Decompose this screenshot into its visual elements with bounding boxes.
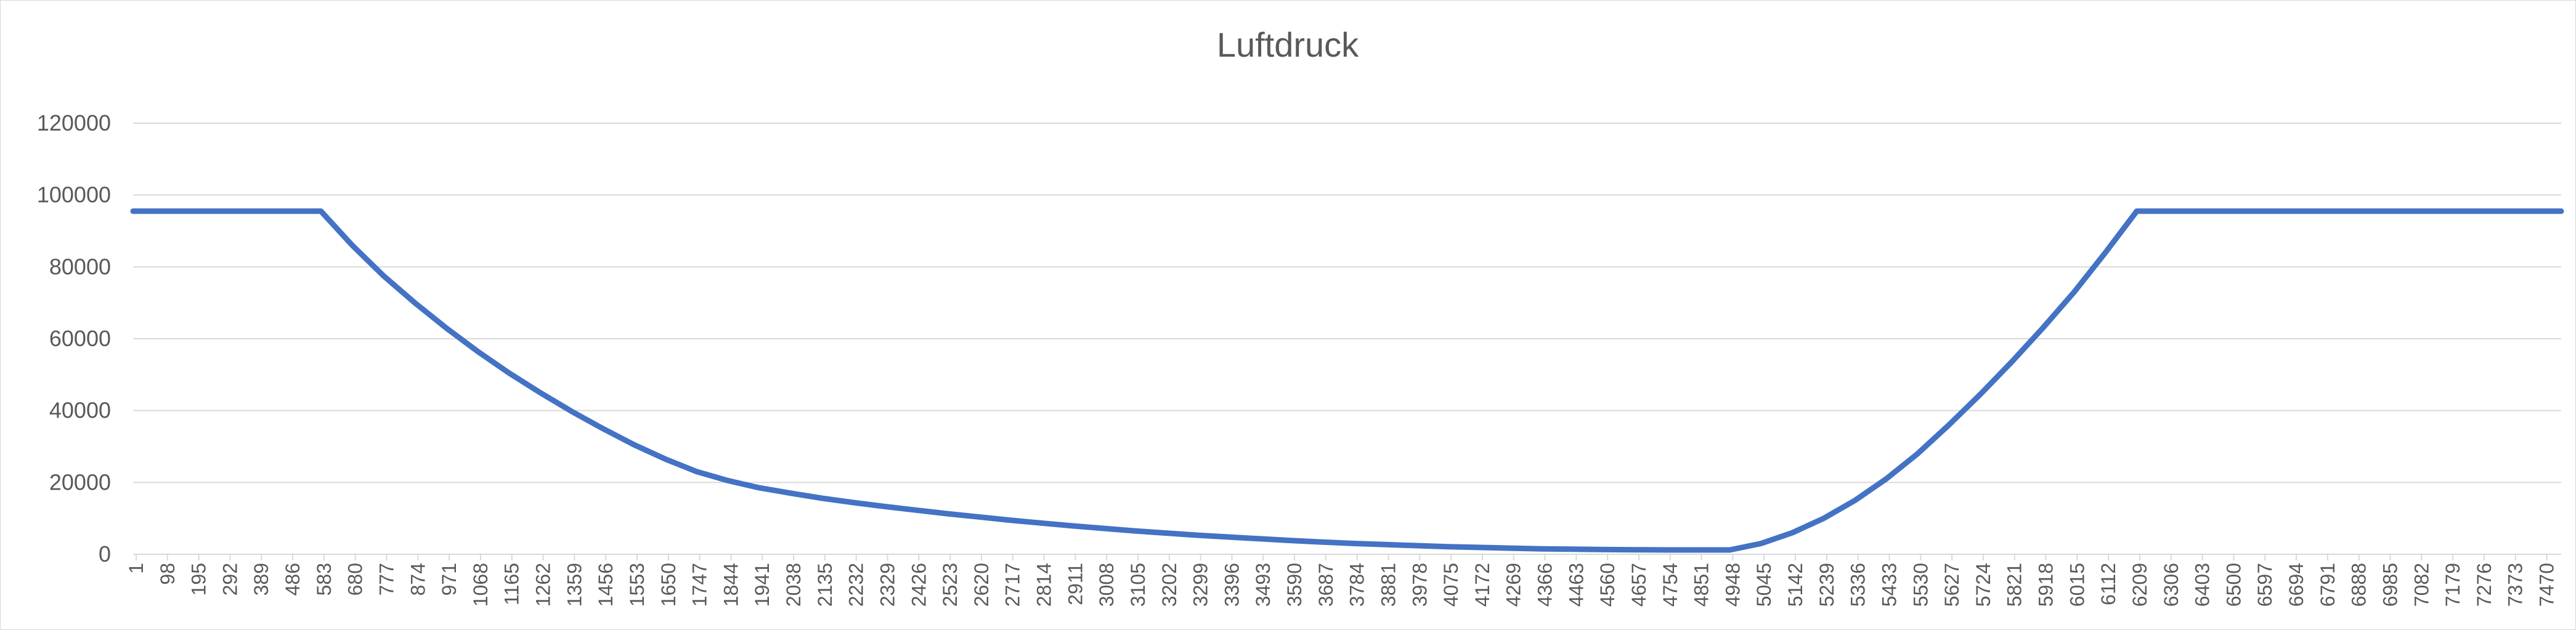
x-tick-label: 3202 bbox=[1158, 563, 1180, 607]
y-tick-label: 0 bbox=[99, 541, 111, 567]
x-tick-label: 5336 bbox=[1847, 563, 1869, 607]
x-tick-label: 4366 bbox=[1534, 563, 1556, 607]
x-tick-label: 389 bbox=[250, 563, 272, 596]
x-tick-label: 5530 bbox=[1909, 563, 1932, 607]
y-tick-label: 100000 bbox=[37, 182, 111, 208]
x-tick-label: 3008 bbox=[1095, 563, 1118, 607]
series-line-0 bbox=[130, 208, 2564, 553]
x-tick-label: 4657 bbox=[1628, 563, 1650, 607]
x-tick-label: 2814 bbox=[1033, 563, 1055, 607]
x-tick-label: 5724 bbox=[1972, 563, 1994, 607]
x-tick-label: 98 bbox=[156, 563, 179, 585]
x-tick-label: 4172 bbox=[1471, 563, 1493, 607]
x-tick-label: 7276 bbox=[2473, 563, 2495, 607]
x-tick-label: 3978 bbox=[1408, 563, 1431, 607]
y-tick-label: 120000 bbox=[37, 110, 111, 135]
x-tick-label: 3881 bbox=[1377, 563, 1399, 607]
x-tick-label: 2038 bbox=[782, 563, 805, 607]
x-tick-label: 777 bbox=[375, 563, 397, 596]
x-tick-label: 1941 bbox=[751, 563, 773, 607]
x-tick-label: 6015 bbox=[2066, 563, 2088, 607]
x-tick-label: 6694 bbox=[2285, 563, 2307, 607]
x-tick-label: 2911 bbox=[1064, 563, 1086, 605]
x-tick-label: 7179 bbox=[2442, 563, 2464, 607]
x-tick-label: 3396 bbox=[1221, 563, 1243, 607]
x-tick-label: 2426 bbox=[908, 563, 930, 607]
x-tick-label: 680 bbox=[344, 563, 367, 596]
x-tick-label: 2329 bbox=[876, 563, 898, 607]
y-axis: 0 20000 40000 60000 80000 100000 120000 bbox=[37, 110, 111, 567]
x-tick-label: 6403 bbox=[2192, 563, 2214, 607]
x-tick-label: 5918 bbox=[2035, 563, 2057, 607]
x-tick-label: 3590 bbox=[1283, 563, 1306, 607]
gridlines bbox=[133, 123, 2561, 483]
x-tick-label: 6112 bbox=[2097, 563, 2119, 605]
x-tick-label: 1165 bbox=[501, 563, 523, 605]
x-tick-label: 2523 bbox=[939, 563, 961, 607]
x-tick-label: 195 bbox=[188, 563, 210, 596]
x-tick-label: 3784 bbox=[1346, 563, 1368, 607]
x-tick-label: 5045 bbox=[1753, 563, 1775, 607]
plot-area bbox=[130, 208, 2564, 553]
x-tick-label: 3493 bbox=[1252, 563, 1274, 607]
x-tick-label: 7373 bbox=[2505, 563, 2527, 607]
x-tick-label: 971 bbox=[438, 563, 460, 596]
x-tick-label: 4560 bbox=[1596, 563, 1619, 607]
x-tick-label: 1262 bbox=[532, 563, 555, 607]
x-tick-label: 4075 bbox=[1440, 563, 1462, 607]
y-tick-label: 20000 bbox=[49, 469, 111, 495]
x-tick-label: 5821 bbox=[2004, 563, 2026, 607]
x-tick-label: 2717 bbox=[1002, 563, 1024, 607]
x-tick-label: 583 bbox=[313, 563, 335, 596]
x-tick-label: 7082 bbox=[2410, 563, 2432, 607]
x-tick-label: 1 bbox=[125, 563, 147, 574]
x-tick-label: 5142 bbox=[1784, 563, 1806, 607]
x-tick-label: 6888 bbox=[2348, 563, 2370, 607]
x-tick-label: 6791 bbox=[2317, 563, 2339, 607]
x-tick-label: 3687 bbox=[1315, 563, 1337, 607]
x-tick-label: 3105 bbox=[1127, 563, 1149, 607]
x-tick-label: 486 bbox=[282, 563, 304, 596]
x-tick-label: 1747 bbox=[689, 563, 711, 607]
x-tick-label: 1068 bbox=[469, 563, 492, 607]
x-tick-label: 1553 bbox=[626, 563, 648, 607]
x-tick-label: 5627 bbox=[1941, 563, 1963, 607]
x-tick-label: 4948 bbox=[1721, 563, 1744, 607]
x-tick-label: 2232 bbox=[845, 563, 867, 607]
x-tick-label: 4463 bbox=[1565, 563, 1587, 607]
x-tick-label: 6985 bbox=[2379, 563, 2401, 607]
y-tick-label: 40000 bbox=[49, 398, 111, 423]
x-tick-label: 292 bbox=[219, 563, 241, 596]
x-axis: 1 98 195 292 389 486 583 680 777 874 971 1068 1165 12… bbox=[125, 554, 2561, 607]
y-tick-label: 60000 bbox=[49, 326, 111, 351]
x-tick-label: 874 bbox=[407, 563, 429, 596]
x-tick-label: 6500 bbox=[2222, 563, 2245, 607]
x-tick-label: 6209 bbox=[2129, 563, 2151, 607]
x-tick-label: 6597 bbox=[2254, 563, 2276, 607]
y-tick-label: 80000 bbox=[49, 254, 111, 279]
x-tick-label: 5433 bbox=[1878, 563, 1900, 607]
x-tick-label: 4851 bbox=[1691, 563, 1713, 607]
x-tick-label: 1650 bbox=[657, 563, 680, 607]
x-tick-label: 7470 bbox=[2536, 563, 2558, 607]
x-tick-label: 2620 bbox=[970, 563, 993, 607]
x-tick-label: 4269 bbox=[1503, 563, 1525, 607]
x-tick-label: 3299 bbox=[1190, 563, 1212, 607]
x-tick-label: 2135 bbox=[814, 563, 836, 607]
chart-title: Luftdruck bbox=[1217, 25, 1359, 64]
x-tick-label: 4754 bbox=[1659, 563, 1681, 607]
x-tick-label: 1456 bbox=[595, 563, 617, 607]
x-tick-label: 1359 bbox=[563, 563, 585, 607]
x-tick-label: 5239 bbox=[1816, 563, 1838, 607]
x-tick-label: 6306 bbox=[2160, 563, 2182, 607]
x-tick-label: 1844 bbox=[720, 563, 742, 607]
